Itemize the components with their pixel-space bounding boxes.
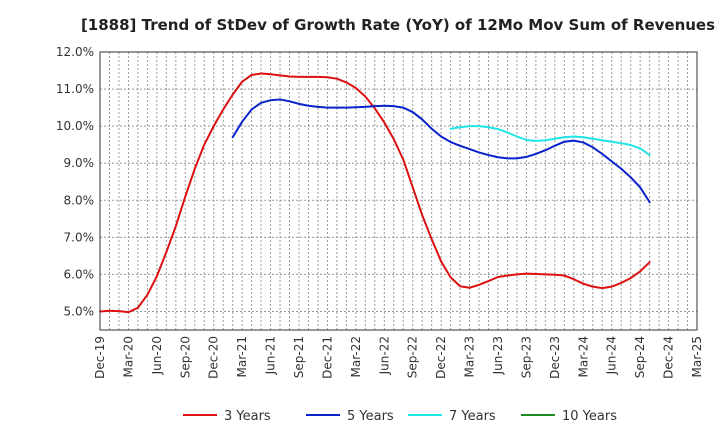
y-tick-label: 12.0% xyxy=(56,45,94,59)
y-tick-label: 10.0% xyxy=(56,119,94,133)
plot-border xyxy=(99,51,698,331)
x-tick-label: Mar-22 xyxy=(349,336,363,377)
x-tick-label: Dec-21 xyxy=(320,336,334,379)
legend-label-3-years: 3 Years xyxy=(224,409,271,424)
x-tick-label: Sep-22 xyxy=(406,336,420,378)
x-axis-ticks: Dec-19 Mar-20 Jun-20 Sep-20 Dec-20 Mar-21 Jun-… xyxy=(93,336,704,379)
x-tick-label: Dec-23 xyxy=(548,336,562,379)
series-line-5-years xyxy=(231,98,651,204)
y-tick-label: 9.0% xyxy=(64,156,95,170)
x-tick-label: Mar-24 xyxy=(576,336,590,377)
y-tick-label: 5.0% xyxy=(64,304,95,318)
x-tick-label: Jun-23 xyxy=(491,336,505,375)
x-tick-label: Jun-21 xyxy=(264,336,278,375)
x-tick-label: Dec-22 xyxy=(434,336,448,379)
plot-area xyxy=(100,52,697,330)
x-tick-label: Jun-22 xyxy=(377,336,391,375)
x-tick-label: Mar-20 xyxy=(121,336,135,377)
x-tick-label: Sep-24 xyxy=(633,336,647,378)
x-tick-label: Sep-23 xyxy=(519,336,533,378)
x-tick-label: Sep-20 xyxy=(178,336,192,378)
legend: 3 Years 5 Years 7 Years 10 Years xyxy=(183,409,617,424)
x-tick-label: Sep-21 xyxy=(292,336,306,378)
series-line-3-years xyxy=(99,72,651,314)
x-tick-label: Dec-24 xyxy=(662,336,676,379)
y-tick-label: 6.0% xyxy=(64,267,95,281)
y-tick-label: 11.0% xyxy=(56,82,94,96)
x-tick-label: Jun-24 xyxy=(605,336,619,375)
y-tick-label: 7.0% xyxy=(64,230,95,244)
y-tick-label: 8.0% xyxy=(64,193,95,207)
y-axis-ticks: 5.0% 6.0% 7.0% 8.0% 9.0% 10.0% 11.0% 12.0% xyxy=(56,45,94,318)
legend-label-10-years: 10 Years xyxy=(562,409,617,424)
x-tick-label: Dec-19 xyxy=(93,336,107,379)
chart-title: [1888] Trend of StDev of Growth Rate (Yo… xyxy=(81,16,715,34)
x-tick-label: Mar-21 xyxy=(235,336,249,377)
x-tick-label: Mar-25 xyxy=(690,336,704,377)
legend-label-7-years: 7 Years xyxy=(449,409,496,424)
series-lines xyxy=(99,72,651,314)
legend-label-5-years: 5 Years xyxy=(347,409,394,424)
x-tick-label: Dec-20 xyxy=(207,336,221,379)
x-tick-label: Jun-20 xyxy=(150,336,164,375)
x-tick-label: Mar-23 xyxy=(463,336,477,377)
series-line-7-years xyxy=(449,125,651,157)
